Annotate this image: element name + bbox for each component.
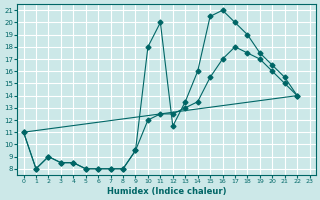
X-axis label: Humidex (Indice chaleur): Humidex (Indice chaleur)	[107, 187, 226, 196]
